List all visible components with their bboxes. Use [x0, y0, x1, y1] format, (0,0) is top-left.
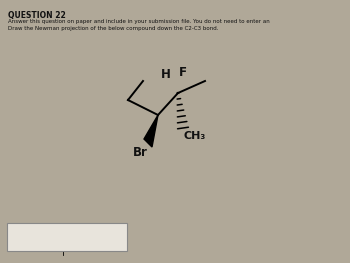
Polygon shape: [144, 115, 158, 147]
Text: Br: Br: [133, 145, 147, 159]
FancyBboxPatch shape: [7, 223, 127, 251]
Text: H: H: [161, 68, 171, 82]
Text: QUESTION 22: QUESTION 22: [8, 11, 66, 20]
Text: Answer this question on paper and include in your submission file. You do not ne: Answer this question on paper and includ…: [8, 19, 270, 24]
Text: CH₃: CH₃: [184, 131, 206, 141]
Text: Draw the Newman projection of the below compound down the C2-C3 bond.: Draw the Newman projection of the below …: [8, 26, 218, 31]
Text: F: F: [179, 67, 187, 79]
